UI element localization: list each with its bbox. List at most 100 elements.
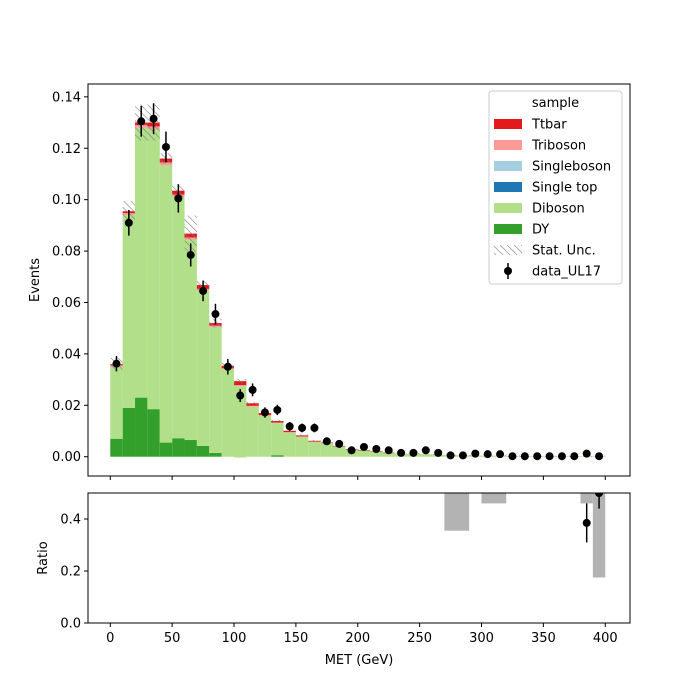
data-point bbox=[520, 452, 529, 461]
bar bbox=[295, 436, 309, 437]
bar bbox=[122, 215, 136, 408]
legend-frame bbox=[488, 90, 623, 285]
bar bbox=[283, 432, 296, 433]
main-panel: 0.000.020.040.060.080.100.120.14 Events … bbox=[28, 83, 631, 480]
legend-label: Singleboson bbox=[532, 160, 611, 175]
data-point bbox=[570, 452, 579, 461]
x-tick-label: 250 bbox=[407, 631, 432, 646]
bar bbox=[196, 445, 210, 457]
y-tick-label: 0.08 bbox=[52, 245, 81, 260]
data-point bbox=[421, 446, 430, 455]
data-point bbox=[223, 362, 232, 371]
bar bbox=[320, 443, 334, 457]
x-tick-label: 100 bbox=[222, 631, 247, 646]
legend-entry: Singleboson bbox=[494, 160, 611, 175]
bar bbox=[135, 397, 148, 457]
bar bbox=[209, 326, 222, 453]
bar bbox=[382, 452, 395, 457]
bar bbox=[283, 432, 296, 457]
legend-swatch bbox=[494, 203, 522, 213]
main-y-axis: 0.00 0.02 0.04 0.06 0.08 0.10 0.12 0.14 bbox=[52, 90, 88, 465]
y-tick-label: 0.14 bbox=[52, 90, 81, 105]
data-point bbox=[508, 452, 517, 461]
bar bbox=[246, 405, 259, 407]
bar bbox=[271, 455, 284, 457]
bar bbox=[110, 438, 123, 457]
stat-unc-bin bbox=[234, 379, 247, 384]
data-point bbox=[298, 423, 307, 432]
bar bbox=[184, 440, 197, 457]
legend-swatch bbox=[494, 224, 522, 234]
data-point bbox=[434, 448, 443, 457]
legend-label: Triboson bbox=[531, 139, 586, 154]
legend-label: Diboson bbox=[532, 202, 585, 217]
data-point bbox=[236, 391, 245, 400]
legend-entry: data_UL17 bbox=[504, 263, 601, 280]
legend-label: Single top bbox=[532, 181, 597, 196]
x-tick-label: 400 bbox=[593, 631, 618, 646]
ratio-points bbox=[582, 493, 604, 543]
data-point bbox=[322, 437, 331, 446]
x-tick-label: 50 bbox=[164, 631, 181, 646]
bar bbox=[295, 436, 309, 457]
data-point bbox=[211, 310, 220, 319]
x-tick-label: 350 bbox=[531, 631, 556, 646]
data-point bbox=[545, 452, 554, 461]
bar bbox=[172, 196, 185, 439]
bar bbox=[184, 239, 197, 441]
y-tick-label: 0.2 bbox=[60, 565, 81, 580]
legend-label: data_UL17 bbox=[532, 265, 601, 280]
ratio-axes-frame bbox=[87, 492, 631, 624]
x-tick-label: 300 bbox=[469, 631, 494, 646]
data-point bbox=[471, 449, 480, 458]
y-tick-label: 0.4 bbox=[60, 513, 81, 528]
y-tick-label: 0.00 bbox=[52, 450, 81, 465]
y-tick-label: 0.04 bbox=[52, 347, 81, 362]
main-y-label: Events bbox=[28, 258, 43, 302]
bar bbox=[308, 441, 321, 443]
data-point bbox=[273, 405, 282, 414]
data-point bbox=[359, 442, 368, 451]
data-point bbox=[595, 452, 604, 461]
data-point bbox=[248, 385, 257, 394]
bar bbox=[234, 385, 247, 387]
data-point bbox=[496, 450, 505, 459]
bar bbox=[110, 366, 123, 439]
bar bbox=[419, 454, 433, 457]
y-tick-label: 0.02 bbox=[52, 399, 81, 414]
ratio-y-label: Ratio bbox=[36, 541, 51, 574]
bar bbox=[122, 407, 136, 457]
ratio-point bbox=[582, 518, 591, 527]
data-point bbox=[458, 451, 467, 460]
bar bbox=[271, 423, 284, 456]
data-point bbox=[446, 451, 455, 460]
bar bbox=[234, 386, 247, 458]
data-point bbox=[137, 117, 146, 126]
legend: sample Ttbar Triboson Singleboson Single top… bbox=[488, 90, 623, 285]
x-tick-label: 150 bbox=[283, 631, 308, 646]
stat-unc-bin bbox=[271, 419, 284, 423]
bar bbox=[147, 409, 160, 457]
bar bbox=[159, 164, 173, 443]
data-point bbox=[124, 218, 133, 227]
main-axes-frame bbox=[87, 83, 631, 477]
data-point bbox=[310, 423, 319, 432]
bar bbox=[135, 127, 148, 398]
x-tick-label: 200 bbox=[345, 631, 370, 646]
data-point bbox=[397, 448, 406, 457]
data-point bbox=[372, 445, 381, 454]
main-x-axis bbox=[109, 476, 606, 480]
data-point bbox=[186, 250, 195, 259]
data-point bbox=[384, 446, 393, 455]
bar bbox=[370, 451, 383, 457]
stat-unc-bin bbox=[184, 215, 197, 252]
legend-entry: Single top bbox=[494, 181, 597, 196]
legend-swatch bbox=[494, 140, 522, 150]
data-point bbox=[174, 194, 183, 203]
legend-entry: Diboson bbox=[494, 202, 585, 217]
bar bbox=[246, 406, 259, 457]
ratio-panel: 0.0 0.2 0.4 0 50 100 150 200 250 300 350 400 Ratio… bbox=[36, 492, 631, 668]
data-point bbox=[285, 422, 294, 431]
ratio-unc-band bbox=[481, 493, 507, 504]
